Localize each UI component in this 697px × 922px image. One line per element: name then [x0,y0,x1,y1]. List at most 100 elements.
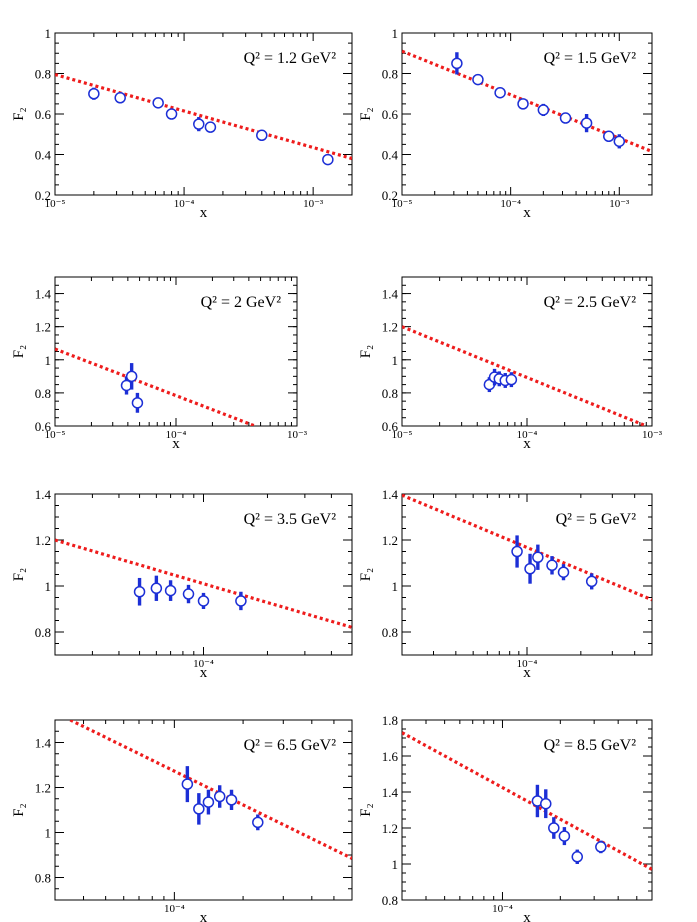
y-axis-label: F₂ [11,568,27,582]
x-axis-label: x [523,436,531,452]
data-point [451,57,463,70]
data-point [133,586,146,598]
data-point [213,790,226,803]
y-tick-label: 1.2 [35,533,51,548]
data-point [571,851,584,863]
data-point [322,153,334,166]
data-point [511,545,523,558]
x-axis-label: x [200,205,208,221]
y-axis-label: F₂ [358,803,374,817]
x-tick-label: 10⁻⁵ [392,429,413,441]
panel-title: Q² = 5 GeV² [556,511,637,528]
panel-title: Q² = 1.5 GeV² [544,50,637,67]
y-tick-label: 0.4 [382,148,399,163]
data-point [548,822,560,834]
x-axis-label: x [523,665,531,681]
y-tick-label: 1.2 [382,821,398,836]
x-axis-label: x [200,665,208,681]
data-point [505,373,518,386]
x-tick-label: 10⁻⁴ [492,903,513,915]
y-axis-label: F₂ [11,107,27,121]
data-point [88,88,100,100]
y-axis-label: F₂ [358,345,374,359]
y-tick-label: 1.4 [382,785,399,800]
x-axis-label: x [200,910,208,922]
x-tick-label: 10⁻⁵ [392,198,413,210]
x-tick-label: 10⁻⁵ [45,429,66,441]
data-point [152,97,164,109]
theory-curve [55,347,256,426]
data-point [193,118,205,130]
y-tick-label: 1 [45,26,52,41]
y-tick-label: 0.4 [35,148,52,163]
data-point [472,73,484,86]
x-axis-label: x [172,436,180,452]
x-tick-label: 10⁻⁵ [45,198,66,210]
y-tick-label: 0.2 [382,188,398,203]
panel-title: Q² = 6.5 GeV² [244,737,337,754]
y-tick-label: 1.8 [382,713,398,728]
y-tick-label: 1.6 [382,749,399,764]
data-point [595,841,607,853]
data-point [131,397,144,409]
data-point [125,370,138,383]
panel-title: Q² = 2 GeV² [201,294,282,311]
y-tick-label: 0.8 [382,67,398,82]
y-tick-label: 1 [45,579,52,594]
data-point [613,135,626,148]
data-point [165,108,178,120]
data-point [540,797,552,810]
x-tick-label: 10⁻⁴ [164,903,185,915]
y-tick-label: 0.8 [382,893,398,908]
data-point [114,92,126,104]
data-point [235,595,247,607]
data-point [164,584,177,597]
data-point [537,104,550,116]
y-axis-label: F₂ [358,107,374,121]
data-point [558,830,571,842]
y-tick-label: 1.4 [35,287,52,302]
data-point [557,566,570,578]
panel-5: 10⁻⁴ 0.8 1 1.2 1.4 x F₂ Q² = 3.5 GeV² [11,487,353,681]
data-point [524,563,536,575]
panel-2: 10⁻⁵ 10⁻⁴ 10⁻³ 0.2 0.4 0.6 0.8 1 x F₂ Q² = 1.5 GeV… [358,26,653,221]
panel-4: 10⁻⁵ 10⁻⁴ 10⁻³ 0.6 0.8 1 1.2 1.4 x F₂ Q² = 2.5 GeV… [358,276,663,452]
panel-title: Q² = 8.5 GeV² [544,737,637,754]
data-point [546,559,558,572]
data-point [193,803,205,815]
y-tick-label: 0.6 [382,419,399,434]
y-tick-label: 0.6 [35,419,52,434]
data-point [252,816,264,829]
x-tick-label: 10⁻³ [642,429,663,441]
data-point [580,117,593,129]
y-tick-label: 0.8 [35,67,51,82]
data-point [181,778,194,790]
y-tick-label: 1.2 [35,320,51,335]
data-point [256,129,268,142]
x-tick-label: 10⁻⁴ [517,658,538,670]
x-tick-label: 10⁻⁴ [517,429,538,441]
x-tick-label: 10⁻⁴ [500,198,521,210]
y-tick-label: 0.8 [382,386,398,401]
data-point [585,575,598,588]
data-point [225,794,238,806]
x-axis-label: x [523,910,531,922]
panel-3: 10⁻⁵ 10⁻⁴ 10⁻³ 0.6 0.8 1 1.2 1.4 x F₂ Q² = 2 GeV² [11,276,308,452]
y-tick-label: 1.4 [35,487,52,502]
theory-curve [402,325,647,426]
y-tick-label: 0.6 [35,107,52,122]
panel-8: 10⁻⁴ 0.8 1 1.2 1.4 1.6 1.8 x F₂ Q² = 8.5 GeV² [358,713,653,922]
theory-curve [55,538,352,629]
panel-6: 10⁻⁴ 0.8 1 1.2 1.4 x F₂ Q² = 5 GeV² [358,487,653,681]
y-tick-label: 0.8 [382,625,398,640]
y-tick-label: 1.2 [35,781,51,796]
y-tick-label: 1 [45,353,52,368]
y-tick-label: 1.4 [382,487,399,502]
x-tick-label: 10⁻⁴ [174,198,195,210]
y-tick-label: 1.4 [35,736,52,751]
data-point [559,112,572,124]
y-tick-label: 0.6 [382,107,399,122]
y-tick-label: 0.8 [35,871,51,886]
data-point [603,130,615,143]
